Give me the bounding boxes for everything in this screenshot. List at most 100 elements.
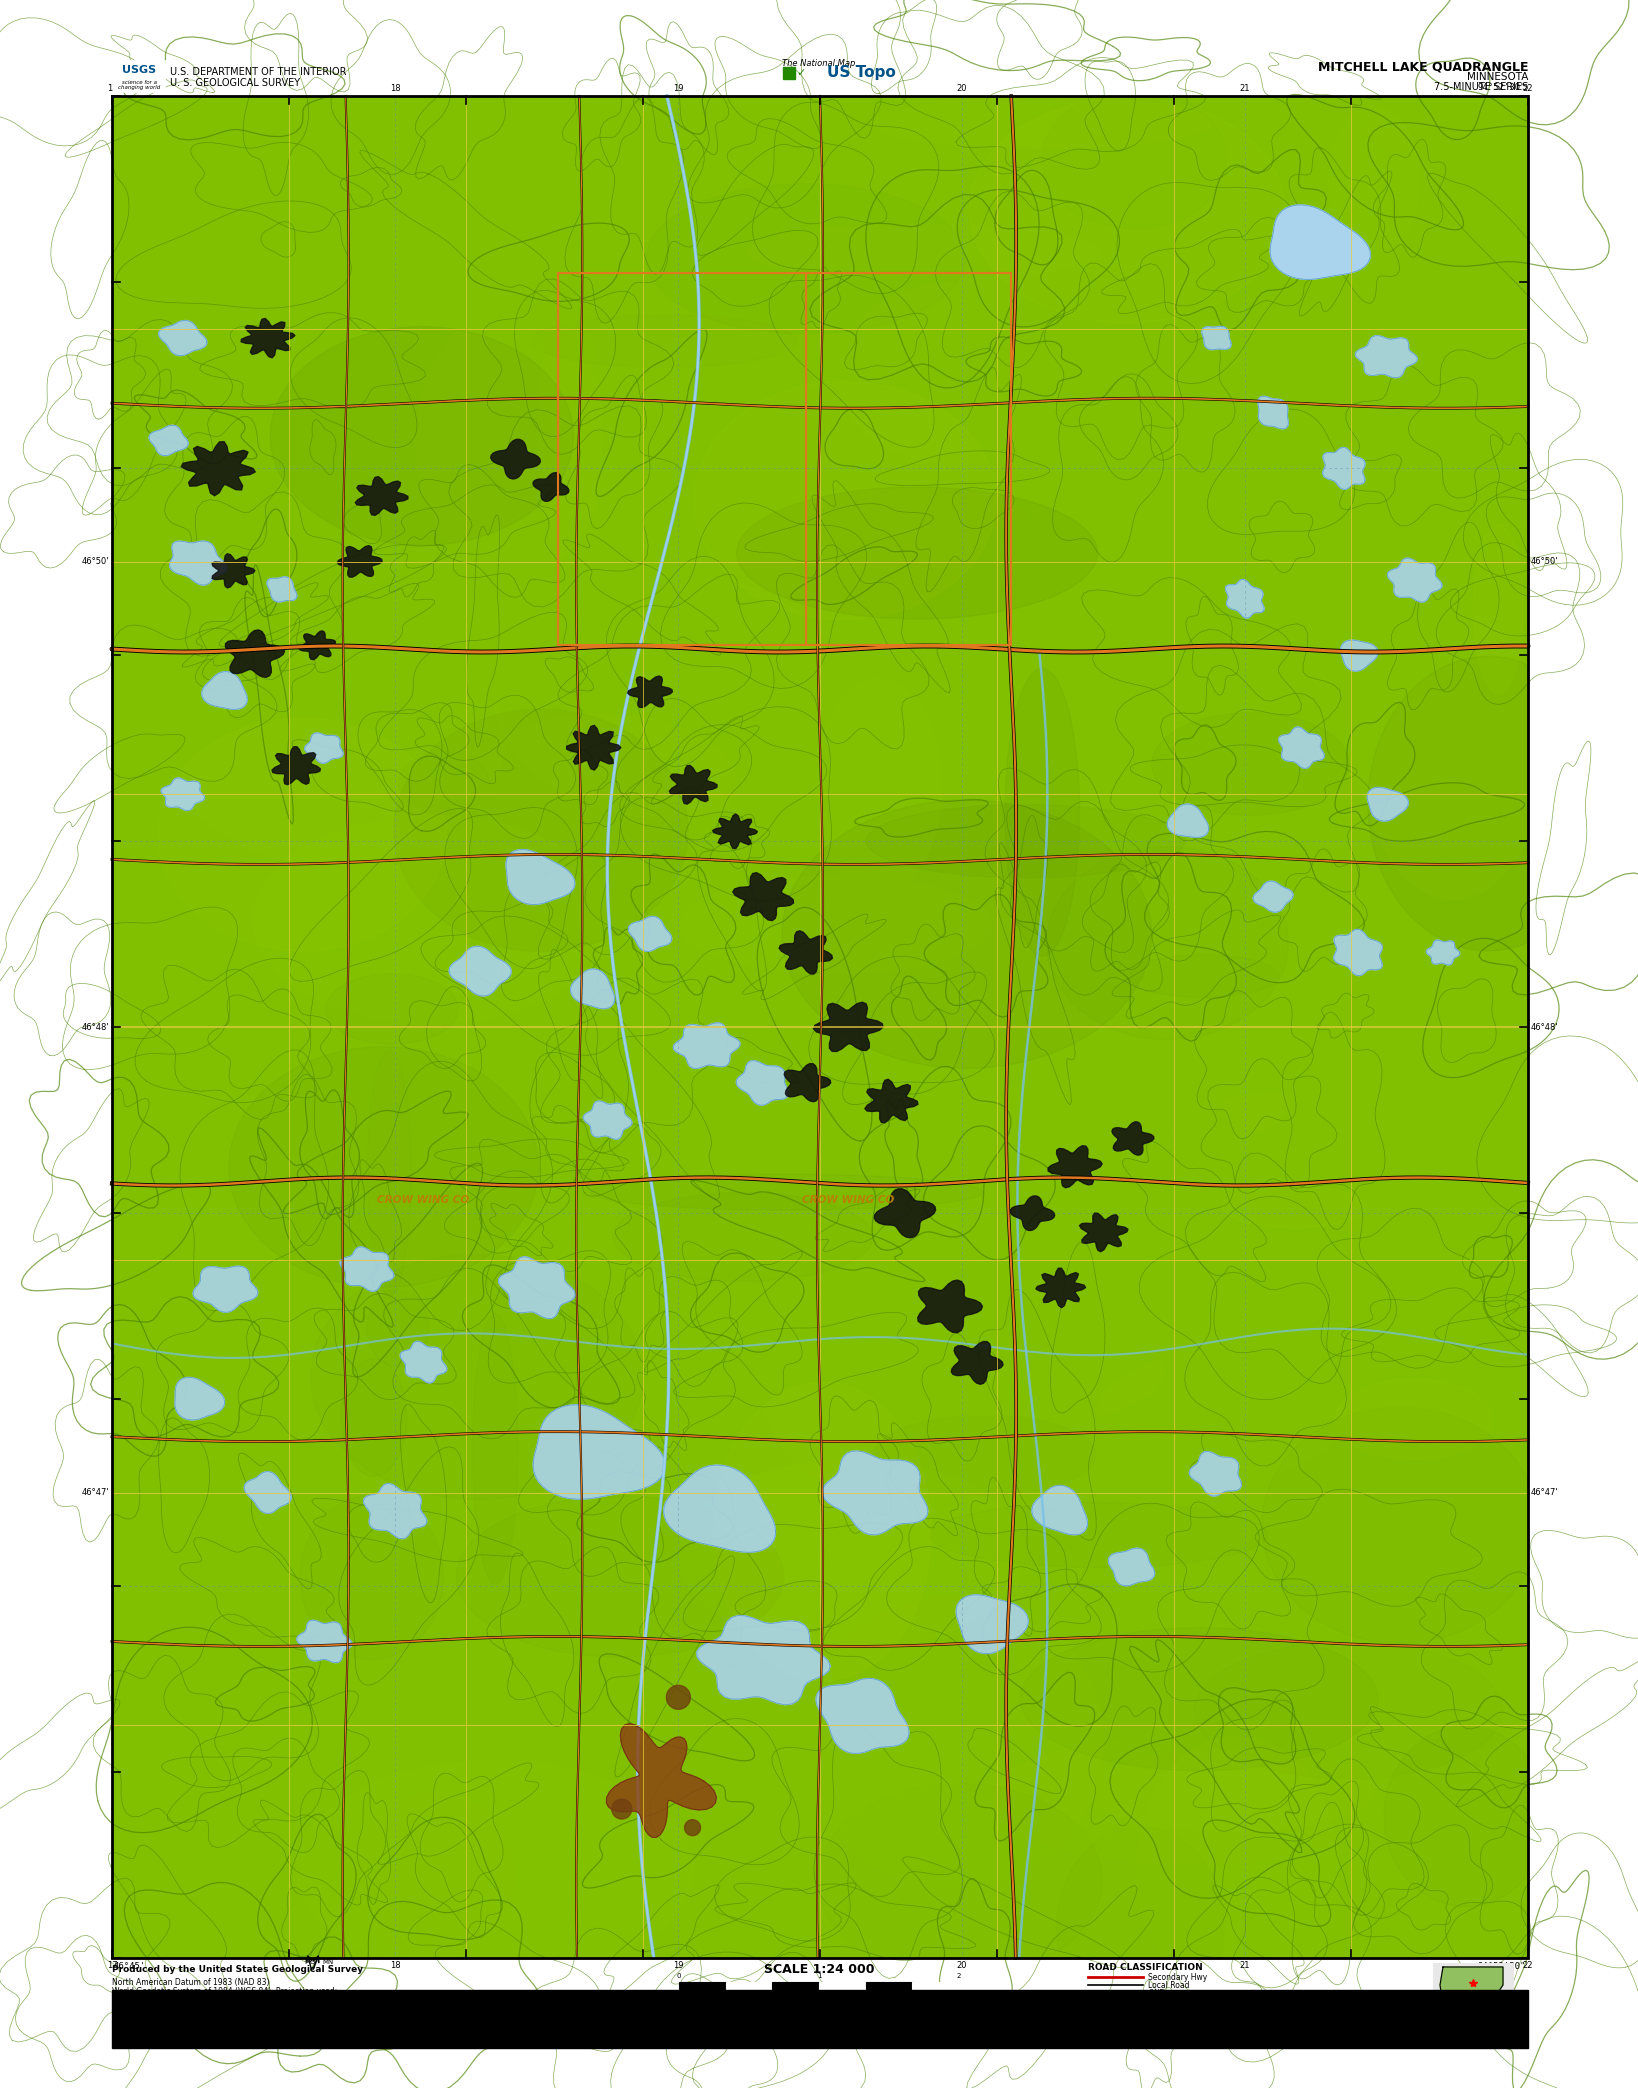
Polygon shape xyxy=(498,1257,575,1318)
Text: KILOMETERS: KILOMETERS xyxy=(798,1996,840,2002)
Bar xyxy=(1143,2004,1161,2017)
Text: 19: 19 xyxy=(673,84,683,94)
Polygon shape xyxy=(159,319,206,355)
Text: changing world: changing world xyxy=(118,86,161,90)
Polygon shape xyxy=(1269,205,1371,280)
Text: Interstate Route: Interstate Route xyxy=(1097,2017,1160,2025)
Polygon shape xyxy=(1171,1094,1379,1186)
Polygon shape xyxy=(272,748,321,785)
Polygon shape xyxy=(157,718,447,950)
Polygon shape xyxy=(252,816,611,1023)
Text: North American Datum of 1983 (NAD 83): North American Datum of 1983 (NAD 83) xyxy=(111,1977,270,1988)
Text: U.S. Route: U.S. Route xyxy=(1176,2017,1215,2025)
Text: 46°48': 46°48' xyxy=(1532,1023,1559,1031)
Text: 21: 21 xyxy=(1240,1961,1250,1969)
Polygon shape xyxy=(1253,881,1292,912)
Polygon shape xyxy=(537,301,601,566)
Polygon shape xyxy=(737,487,1097,618)
Polygon shape xyxy=(1315,960,1528,1125)
Polygon shape xyxy=(1168,804,1209,837)
Polygon shape xyxy=(1340,641,1378,670)
Text: Local Road: Local Road xyxy=(1148,1982,1189,1990)
Polygon shape xyxy=(201,672,247,710)
Polygon shape xyxy=(680,877,993,973)
Text: 0: 0 xyxy=(676,1973,681,1979)
Polygon shape xyxy=(182,443,256,495)
Text: MILES: MILES xyxy=(809,2002,829,2009)
Polygon shape xyxy=(1474,524,1523,695)
Polygon shape xyxy=(790,889,855,1040)
Polygon shape xyxy=(1088,1750,1374,1831)
Polygon shape xyxy=(1384,1727,1528,1906)
Polygon shape xyxy=(1104,1455,1356,1627)
Polygon shape xyxy=(570,969,614,1009)
Bar xyxy=(1088,2004,1106,2017)
Polygon shape xyxy=(1011,1196,1055,1230)
Text: SCALE 1:24 000: SCALE 1:24 000 xyxy=(763,1963,875,1975)
Text: State Route: State Route xyxy=(1220,2009,1261,2015)
Text: 3: 3 xyxy=(957,1992,962,1996)
Polygon shape xyxy=(161,779,205,810)
Polygon shape xyxy=(267,576,296,601)
Polygon shape xyxy=(270,326,573,545)
Polygon shape xyxy=(170,541,228,585)
Text: ✓: ✓ xyxy=(796,69,806,77)
Polygon shape xyxy=(1042,96,1227,230)
Polygon shape xyxy=(531,315,796,367)
Text: 94°52'30": 94°52'30" xyxy=(1477,1963,1527,1971)
Polygon shape xyxy=(814,1002,883,1052)
Polygon shape xyxy=(873,1416,1096,1495)
Polygon shape xyxy=(713,814,757,848)
Text: Contour interval 10 feet: Contour interval 10 feet xyxy=(111,2002,205,2013)
Polygon shape xyxy=(491,438,541,478)
Polygon shape xyxy=(534,1405,665,1499)
Bar xyxy=(726,1982,773,1990)
Text: 46°47': 46°47' xyxy=(82,1489,110,1497)
Polygon shape xyxy=(244,1472,292,1514)
Polygon shape xyxy=(970,98,1286,324)
Text: MN: MN xyxy=(323,1959,333,1965)
Polygon shape xyxy=(606,1723,716,1837)
Text: World Geodetic System of 1984 (WGS 84). Projection used:: World Geodetic System of 1984 (WGS 84). … xyxy=(111,1988,337,1996)
Polygon shape xyxy=(670,766,717,804)
Text: 46°50': 46°50' xyxy=(82,557,110,566)
Polygon shape xyxy=(1020,1629,1378,1771)
Polygon shape xyxy=(695,382,996,620)
Text: US: US xyxy=(1147,2009,1158,2015)
Polygon shape xyxy=(229,1046,539,1286)
Polygon shape xyxy=(352,1794,516,1959)
Polygon shape xyxy=(1048,1146,1102,1188)
Text: US Topo: US Topo xyxy=(827,65,896,81)
Polygon shape xyxy=(1112,1121,1153,1155)
Text: 46°45': 46°45' xyxy=(115,1963,146,1971)
Polygon shape xyxy=(398,752,490,814)
Polygon shape xyxy=(1006,668,1079,956)
Polygon shape xyxy=(1363,109,1528,157)
Polygon shape xyxy=(1222,1186,1366,1228)
Text: 2: 2 xyxy=(957,1973,962,1979)
Polygon shape xyxy=(355,476,408,516)
Polygon shape xyxy=(1032,1485,1088,1535)
Polygon shape xyxy=(449,946,511,996)
Bar xyxy=(1197,2004,1215,2017)
Polygon shape xyxy=(296,1620,352,1662)
Text: ROAD CLASSIFICATION: ROAD CLASSIFICATION xyxy=(1088,1963,1202,1971)
Polygon shape xyxy=(806,1595,1102,1890)
Polygon shape xyxy=(367,1050,411,1297)
Polygon shape xyxy=(952,1343,1002,1384)
Text: ST: ST xyxy=(1202,2009,1212,2015)
Polygon shape xyxy=(871,98,1210,148)
Polygon shape xyxy=(816,1679,909,1754)
Polygon shape xyxy=(732,873,793,921)
Polygon shape xyxy=(1368,787,1409,821)
Bar xyxy=(865,1982,912,1990)
Polygon shape xyxy=(875,1188,935,1238)
Polygon shape xyxy=(749,226,1099,280)
Polygon shape xyxy=(175,1378,224,1420)
Polygon shape xyxy=(226,631,285,677)
Text: North American Vertical Datum of 1988 (NAVD 88): North American Vertical Datum of 1988 (N… xyxy=(111,2011,305,2019)
Polygon shape xyxy=(1373,200,1528,426)
Text: 46°52'30": 46°52'30" xyxy=(115,84,162,92)
Polygon shape xyxy=(685,1819,701,1835)
Polygon shape xyxy=(1225,580,1265,618)
